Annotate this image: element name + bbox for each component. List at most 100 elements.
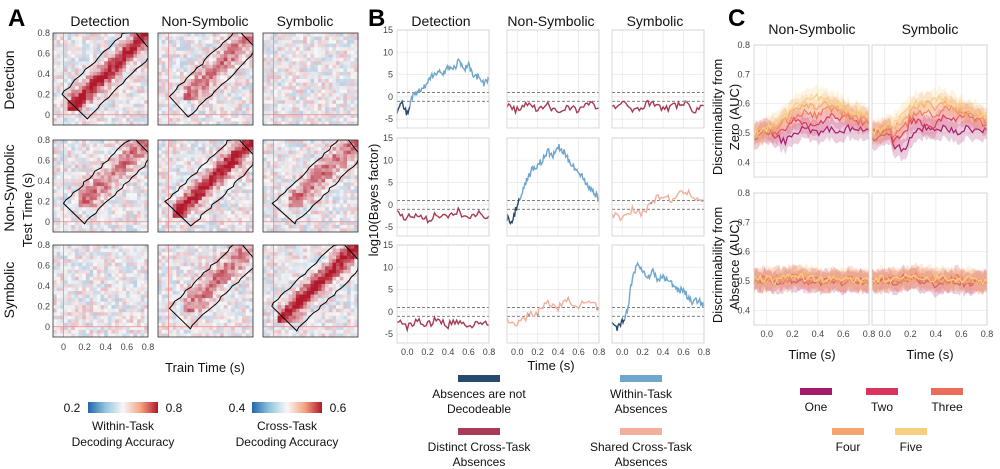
a-heatmap-pixel [63, 301, 69, 306]
a-heatmap-pixel [161, 210, 166, 215]
a-heatmap-pixel [140, 196, 145, 201]
a-heatmap-pixel [273, 96, 279, 101]
a-heatmap-pixel [53, 175, 58, 180]
a-heatmap-pixel [168, 175, 174, 180]
a-heatmap-pixel [89, 157, 94, 162]
a-heatmap-pixel [133, 319, 138, 324]
a-heatmap-pixel [201, 168, 206, 173]
a-heatmap-pixel [161, 322, 166, 327]
a-heatmap-pixel [336, 47, 341, 52]
a-heatmap-pixel [216, 47, 221, 52]
a-heatmap-pixel [350, 168, 355, 173]
a-heatmap-pixel [137, 161, 142, 166]
a-heatmap-pixel [133, 171, 138, 176]
a-heatmap-pixel [67, 308, 72, 313]
a-heatmap-pixel [82, 186, 87, 190]
a-heatmap-pixel [223, 117, 228, 122]
a-heatmap-pixel [89, 248, 94, 253]
a-heatmap-pixel [129, 308, 134, 313]
a-heatmap-pixel [277, 221, 282, 226]
a-heatmap-pixel [347, 171, 352, 176]
a-heatmap-pixel [93, 224, 98, 229]
a-heatmap-pixel [126, 308, 131, 313]
a-heatmap-pixel [137, 280, 142, 285]
a-heatmap-pixel [179, 71, 184, 76]
a-heatmap-pixel [273, 89, 279, 94]
a-heatmap-pixel [111, 312, 116, 317]
a-heatmap-pixel [216, 114, 221, 119]
a-heatmap-pixel [328, 36, 333, 41]
a-heatmap-pixel [74, 150, 79, 155]
a-heatmap-pixel [332, 193, 337, 198]
a-heatmap-pixel [165, 200, 170, 205]
a-heatmap-pixel [299, 161, 304, 166]
a-heatmap-pixel [56, 93, 61, 98]
a-heatmap-pixel [100, 175, 105, 180]
a-heatmap-pixel [292, 175, 297, 180]
a-heatmap-pixel [63, 228, 69, 233]
a-heatmap-pixel [183, 64, 188, 69]
a-heatmap-pixel [325, 57, 330, 62]
a-heatmap-pixel [126, 315, 131, 320]
a-heatmap-pixel [231, 143, 236, 148]
a-heatmap-pixel [107, 147, 112, 152]
a-heatmap-pixel [111, 103, 116, 108]
a-heatmap-pixel [303, 157, 308, 162]
a-heatmap-pixel [242, 193, 247, 198]
a-heatmap-pixel [299, 228, 304, 233]
a-heatmap-pixel [89, 178, 94, 183]
a-heatmap-pixel [71, 175, 76, 180]
a-heatmap-pixel [115, 171, 120, 176]
a-heatmap-pixel [172, 255, 177, 260]
a-heatmap-pixel [104, 312, 109, 317]
a-heatmap-pixel [168, 107, 174, 112]
a-heatmap-pixel [306, 110, 311, 115]
a-heatmap-pixel [179, 64, 184, 69]
a-heatmap-pixel [198, 47, 203, 52]
a-heatmap-pixel [60, 200, 65, 205]
a-heatmap-pixel [115, 287, 120, 292]
a-heatmap-pixel [96, 182, 101, 187]
a-heatmap-pixel [205, 64, 210, 69]
a-heatmap-pixel [183, 252, 188, 257]
a-heatmap-pixel [201, 75, 206, 80]
a-heatmap-pixel [137, 57, 142, 62]
a-heatmap-pixel [179, 214, 184, 219]
a-heatmap-pixel [89, 175, 94, 180]
a-heatmap-pixel [273, 140, 279, 144]
a-heatmap-pixel [96, 255, 101, 260]
a-heatmap-pixel [179, 266, 184, 271]
a-heatmap-pixel [231, 43, 236, 48]
a-heatmap-pixel [176, 255, 181, 260]
a-heatmap-pixel [194, 64, 199, 69]
a-heatmap-pixel [303, 164, 308, 169]
a-heatmap-pixel [176, 96, 181, 101]
a-heatmap-pixel [321, 75, 326, 80]
a-heatmap-pixel [212, 161, 217, 166]
a-heatmap-pixel [273, 157, 279, 162]
a-heatmap-pixel [328, 47, 333, 52]
a-heatmap-pixel [263, 207, 268, 212]
a-heatmap-pixel [71, 224, 76, 229]
a-heatmap-pixel [137, 255, 142, 260]
a-heatmap-pixel [158, 171, 163, 176]
a-heatmap-pixel [350, 47, 355, 52]
a-heatmap-pixel [115, 203, 120, 208]
a-heatmap-pixel [172, 280, 177, 285]
a-heatmap-pixel [78, 168, 83, 173]
a-heatmap-pixel [165, 36, 170, 41]
a-heatmap-pixel [126, 40, 131, 45]
a-heatmap-pixel [216, 103, 221, 108]
a-heatmap-pixel [107, 71, 112, 76]
a-heatmap-pixel [317, 200, 322, 205]
a-heatmap-pixel [176, 319, 181, 324]
a-heatmap-pixel [332, 189, 337, 194]
a-heatmap-pixel [292, 154, 297, 159]
a-heatmap-pixel [165, 207, 170, 212]
a-heatmap-pixel [100, 280, 105, 285]
a-heatmap-pixel [306, 57, 311, 62]
a-heatmap-pixel [227, 43, 232, 48]
a-heatmap-pixel [78, 248, 83, 253]
a-heatmap-pixel [194, 178, 199, 183]
a-heatmap-pixel [56, 287, 61, 292]
